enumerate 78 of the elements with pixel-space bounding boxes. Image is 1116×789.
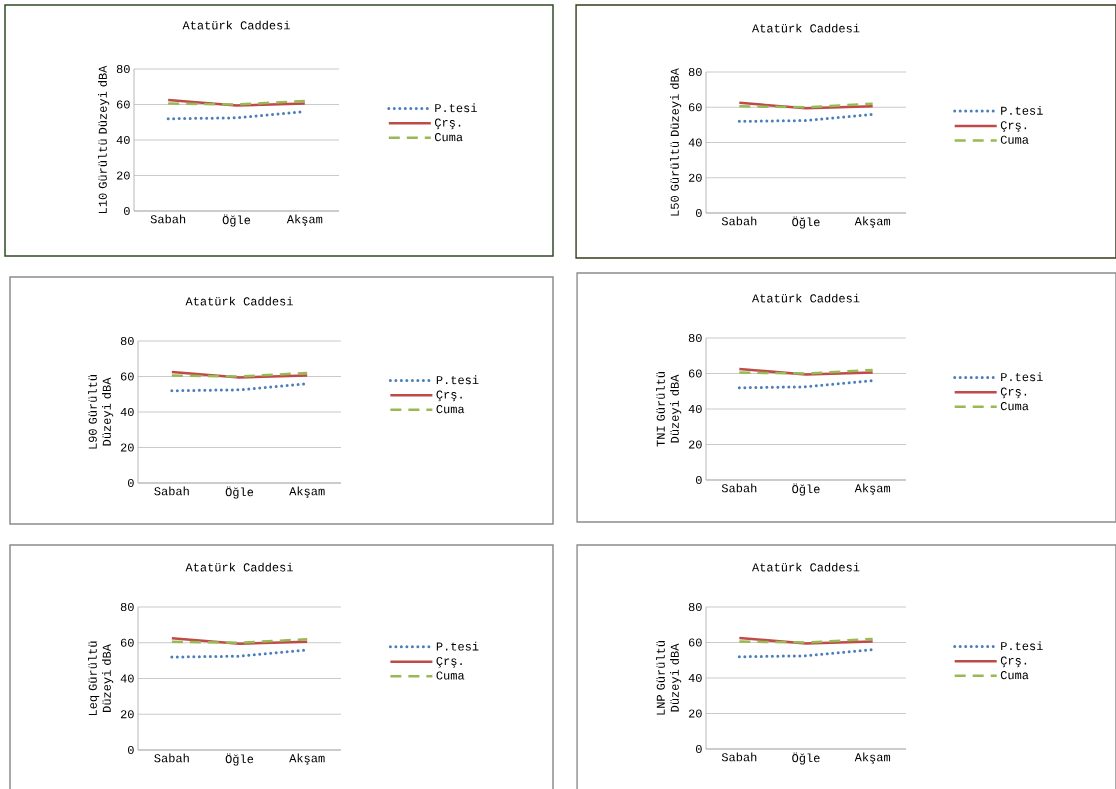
x-tick-label: Sabah [721, 483, 757, 493]
x-tick-label: Öğle [792, 483, 820, 496]
y-tick-label: 60 [120, 372, 134, 381]
legend-label: Çrş. [1000, 121, 1027, 132]
chart-title: Atatürk Caddesi [185, 562, 293, 572]
chart-title: Atatürk Caddesi [182, 20, 290, 30]
legend-label: Cuma [436, 671, 465, 680]
y-tick-label: 40 [120, 674, 134, 683]
x-tick-label: Öğle [792, 752, 820, 765]
legend-label: Cuma [436, 405, 465, 414]
y-tick-label: 80 [688, 67, 702, 77]
y-tick-label: 0 [128, 745, 134, 755]
y-tick-label: 40 [120, 407, 134, 417]
legend-label: P.tesi [436, 641, 479, 651]
legend-label: P.tesi [1001, 105, 1043, 115]
legend-label: P.tesi [1001, 372, 1043, 382]
y-tick-label: 80 [688, 333, 702, 343]
y-axis-title: L10 Gürültü Düzeyi dBA [98, 65, 110, 214]
legend-label: Çrş. [434, 118, 461, 130]
chart-title: Atatürk Caddesi [185, 296, 293, 306]
legend-label: Çrş. [1000, 387, 1027, 399]
y-tick-label: 60 [688, 103, 702, 112]
y-tick-label: 20 [120, 710, 134, 719]
y-tick-label: 20 [116, 171, 130, 180]
y-tick-label: 80 [688, 602, 702, 612]
y-tick-label: 0 [128, 478, 134, 488]
x-tick-label: Akşam [854, 216, 891, 228]
y-tick-label: 60 [120, 638, 134, 647]
y-tick-label: 80 [120, 336, 134, 346]
y-axis-title: TNI Gürültü Düzeyi dBA [656, 372, 682, 447]
chart-title: Atatürk Caddesi [752, 23, 860, 33]
x-tick-label: Sabah [150, 214, 186, 224]
y-tick-label: 60 [688, 638, 702, 647]
y-tick-label: 20 [120, 443, 134, 452]
x-tick-label: Akşam [286, 214, 323, 226]
x-tick-label: Öğle [225, 486, 254, 499]
x-tick-label: Akşam [289, 486, 325, 498]
y-tick-label: 40 [688, 404, 702, 414]
y-tick-label: 20 [688, 173, 702, 182]
y-axis-title: L50 Gürültü Düzeyi dBA [670, 68, 682, 216]
legend-label: P.tesi [1001, 641, 1043, 651]
y-tick-label: 40 [116, 135, 130, 145]
chart-title: Atatürk Caddesi [752, 293, 860, 303]
legend-label: Cuma [1000, 671, 1029, 680]
x-tick-label: Akşam [854, 752, 891, 764]
y-tick-label: 60 [688, 369, 702, 378]
y-tick-label: 40 [688, 673, 702, 683]
y-tick-label: 0 [695, 744, 702, 754]
legend-label: Çrş. [1000, 656, 1027, 668]
legend-label: Cuma [1000, 402, 1029, 411]
x-tick-label: Sabah [721, 752, 757, 762]
legend-label: Cuma [1000, 135, 1029, 144]
x-tick-label: Sabah [154, 753, 189, 763]
y-tick-label: 80 [120, 602, 134, 612]
y-tick-label: 80 [116, 64, 130, 74]
legend-label: Cuma [434, 133, 463, 142]
chart-title: Atatürk Caddesi [752, 562, 860, 572]
x-tick-label: Öğle [225, 753, 254, 766]
y-tick-label: 0 [124, 206, 130, 216]
y-axis-title: Leq Gürültü Düzeyi dBA [88, 641, 114, 716]
y-tick-label: 20 [688, 709, 702, 718]
legend-label: P.tesi [435, 103, 477, 113]
y-tick-label: 0 [695, 475, 702, 485]
legend-label: Çrş. [436, 390, 462, 402]
x-tick-label: Öğle [222, 214, 251, 227]
y-axis-title: L90 Gürültü Düzeyi dBA [88, 375, 114, 449]
y-tick-label: 40 [688, 138, 702, 147]
legend-label: P.tesi [436, 375, 479, 385]
y-tick-label: 20 [688, 440, 702, 449]
y-axis-title: LNP Gürültü Düzeyi dBA [656, 641, 682, 715]
x-tick-label: Sabah [154, 486, 189, 496]
y-tick-label: 60 [116, 100, 130, 109]
x-tick-label: Öğle [792, 216, 820, 229]
x-tick-label: Sabah [721, 216, 757, 226]
legend-label: Çrş. [436, 656, 462, 668]
x-tick-label: Akşam [854, 483, 891, 495]
x-tick-label: Akşam [289, 753, 325, 765]
y-tick-label: 0 [695, 208, 702, 218]
